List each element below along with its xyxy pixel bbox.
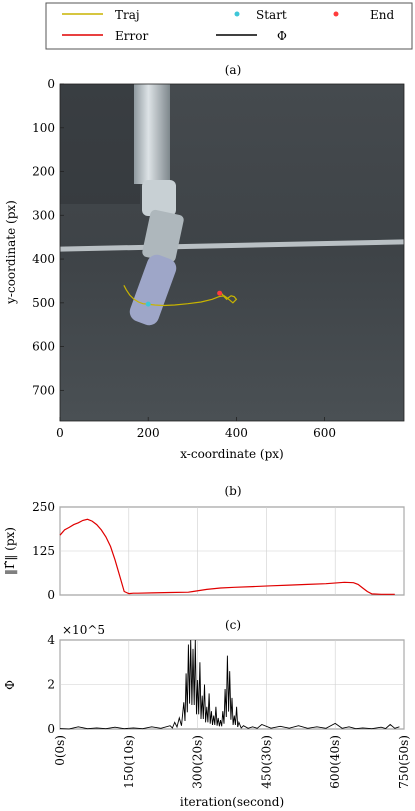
panel-c-xtick-label: 150(10s) [122, 735, 136, 789]
legend-swatch-start [234, 11, 240, 17]
robot-arm-segment [142, 209, 184, 263]
panel-c-plot: 0(0s) 150(10s) 300(20s) 450(30s) 600(40s) 750… [3, 623, 411, 809]
panel-b-ytick-label: 0 [47, 588, 55, 602]
trajectory-line [123, 285, 238, 307]
panel-label-c: (c) [225, 618, 241, 632]
panel-c-grid [59, 639, 405, 730]
legend-label-phi: Φ [277, 29, 287, 43]
image-dark-corner [60, 84, 140, 204]
panel-b-ylabel: ‖Γ̂‖ (px) [3, 527, 17, 575]
legend: Traj Start End Error Φ [45, 2, 413, 50]
panel-a-ytick-label: 400 [32, 252, 55, 266]
panel-c-ytick-label: 4 [47, 633, 55, 647]
panel-a-ytick-label: 600 [32, 340, 55, 354]
panel-a-xtick-label: 0 [56, 426, 64, 440]
panel-b-ytick-label: 250 [32, 500, 55, 514]
panel-a-ytick-label: 100 [32, 121, 55, 135]
panel-b-ticks: 0 125 250 [32, 500, 55, 602]
panel-b-plot: 0 125 250 ‖Γ̂‖ (px) [3, 500, 405, 602]
panel-b-ytick-label: 125 [32, 544, 55, 558]
legend-label-error: Error [115, 29, 148, 43]
panel-a-ytick-label: 300 [32, 208, 55, 222]
panel-a-ylabel: y-coordinate (px) [4, 200, 18, 305]
robot-arm-tip [129, 254, 177, 326]
end-marker [217, 290, 223, 296]
start-marker [145, 301, 151, 307]
panel-c-xtick-label: 450(30s) [259, 735, 273, 789]
panel-c-xtick-label: 600(40s) [328, 735, 342, 789]
panel-c-xtick-label: 750(50s) [397, 735, 411, 789]
panel-a-ticks: 0 200 400 600 0 100 200 300 400 500 600 700 [32, 77, 336, 440]
panel-c-xlabel: iteration(second) [180, 795, 284, 809]
panel-label-b: (b) [224, 484, 241, 498]
legend-label-start: Start [256, 8, 287, 22]
panel-c-ytick-label: 2 [47, 678, 55, 692]
legend-box [45, 2, 413, 50]
panel-a-ytick-label: 700 [32, 383, 55, 397]
panel-a-ytick-label: 500 [32, 296, 55, 310]
robot-arm-rod [134, 84, 170, 184]
legend-label-end: End [370, 8, 394, 22]
panel-c-ytick-label: 0 [47, 722, 55, 736]
panel-a-xlabel: x-coordinate (px) [180, 447, 283, 461]
error-line [59, 518, 395, 595]
legend-swatch-end [333, 11, 339, 17]
camera-image [60, 84, 404, 421]
panel-label-a: (a) [225, 63, 242, 77]
phi-line [59, 639, 400, 730]
panel-b-grid [59, 506, 405, 596]
panel-a-frame [59, 83, 405, 422]
panel-a-xtick-label: 600 [313, 426, 336, 440]
panel-a-ytick-label: 0 [47, 77, 55, 91]
panel-c-yscale: ×10^5 [62, 623, 105, 637]
panel-a-plot: 0 200 400 600 0 100 200 300 400 500 600 700 x-coord… [4, 77, 405, 461]
panel-a-xtick-label: 200 [137, 426, 160, 440]
legend-label-traj: Traj [115, 8, 140, 22]
panel-a-ytick-label: 200 [32, 165, 55, 179]
panel-c-ticks: 0(0s) 150(10s) 300(20s) 450(30s) 600(40s) 750… [47, 633, 411, 789]
panel-a-xtick-label: 400 [225, 426, 248, 440]
panel-c-xtick-label: 300(20s) [191, 735, 205, 789]
robot-arm-joint [142, 180, 176, 216]
panel-c-ylabel: Φ [3, 680, 17, 690]
panel-c-xtick-label: 0(0s) [53, 735, 67, 766]
